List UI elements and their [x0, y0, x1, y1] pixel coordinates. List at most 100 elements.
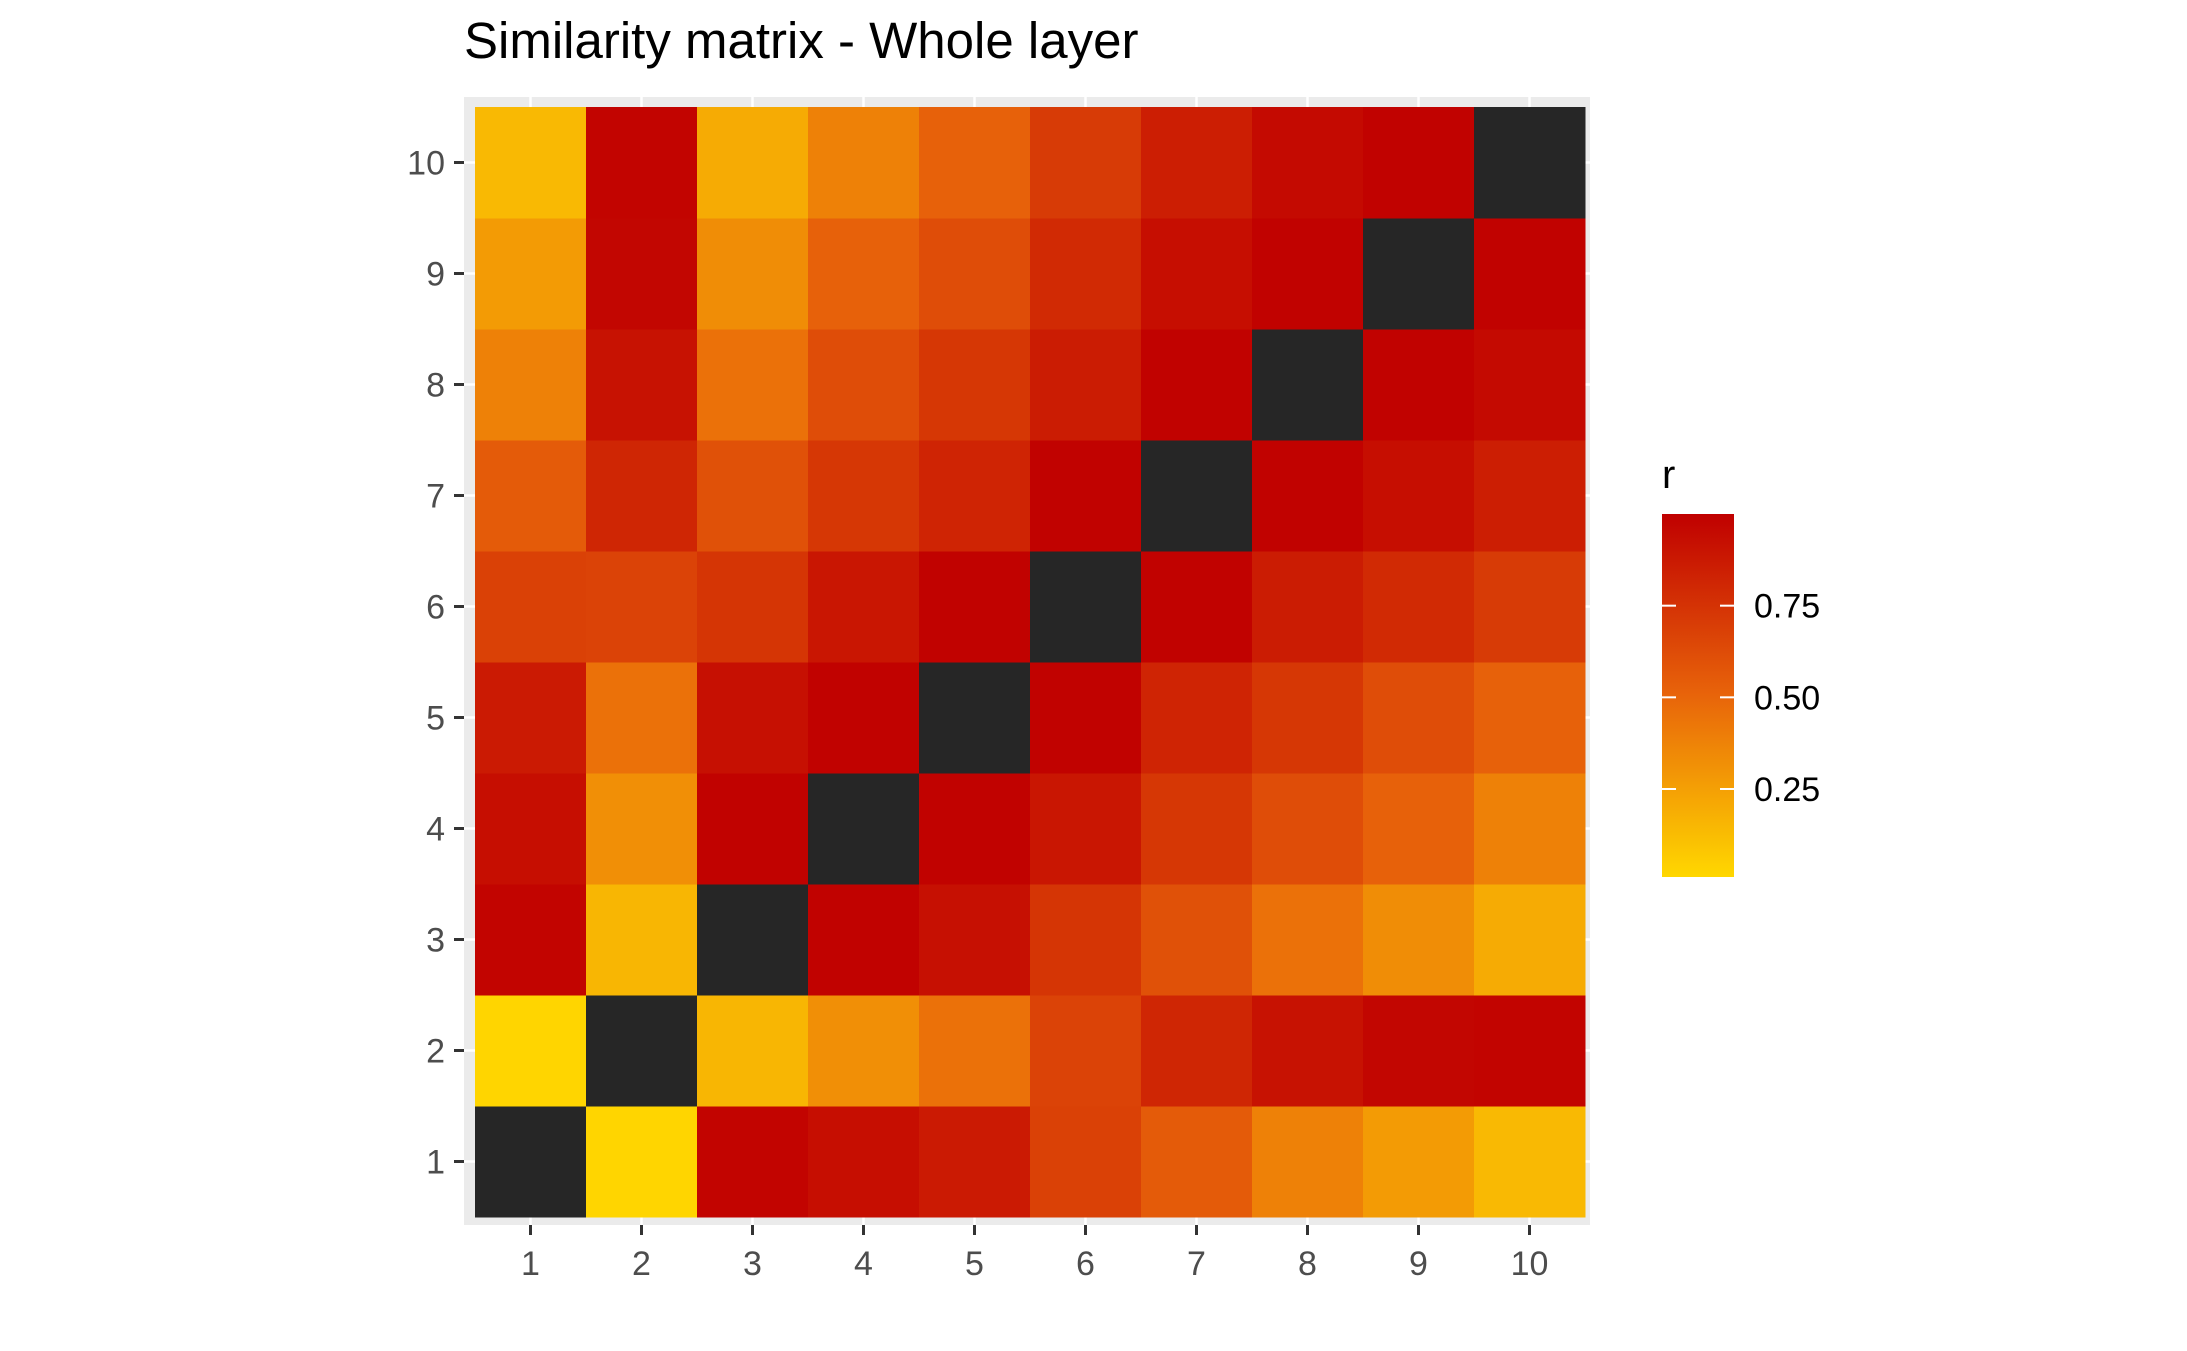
heatmap-tile	[1474, 218, 1586, 330]
heatmap-tile	[1030, 1106, 1142, 1218]
x-tick-label: 6	[1076, 1245, 1095, 1283]
x-tick-label: 5	[965, 1245, 984, 1283]
heatmap-tile	[1252, 218, 1364, 330]
heatmap-tile	[1030, 995, 1142, 1107]
heatmap-tile	[1030, 107, 1142, 219]
heatmap-tile	[1474, 440, 1586, 552]
heatmap-tile	[808, 440, 920, 552]
heatmap-tile	[808, 884, 920, 996]
heatmap-tile	[586, 1106, 698, 1218]
heatmap-tile	[919, 329, 1031, 441]
heatmap-tile	[1252, 662, 1364, 774]
heatmap-tile	[1474, 773, 1586, 885]
y-axis: 1 2 3 4 5 6 7 8 9 10	[407, 145, 464, 1182]
heatmap-tile	[1474, 107, 1586, 219]
heatmap-tile	[808, 1106, 920, 1218]
x-tick-label: 10	[1511, 1245, 1549, 1283]
heatmap-tile	[1030, 218, 1142, 330]
heatmap-tile	[1363, 551, 1475, 663]
heatmap-tile	[1252, 440, 1364, 552]
heatmap-tile	[919, 218, 1031, 330]
heatmap-tile	[1141, 107, 1253, 219]
y-tick-label: 1	[426, 1144, 445, 1182]
heatmap-tile	[697, 773, 809, 885]
x-tick-label: 1	[521, 1245, 540, 1283]
heatmap-tile	[1252, 551, 1364, 663]
heatmap-tile	[586, 773, 698, 885]
heatmap-tile	[1363, 1106, 1475, 1218]
heatmap-tile	[1141, 218, 1253, 330]
heatmap-tile	[919, 995, 1031, 1107]
legend-colorbar	[1662, 514, 1734, 877]
x-tick-label: 4	[854, 1245, 873, 1283]
heatmap-tile	[919, 107, 1031, 219]
heatmap-tile	[1252, 329, 1364, 441]
legend-ticks: 0.25 0.50 0.75	[1662, 588, 1820, 809]
heatmap-tile	[586, 884, 698, 996]
heatmap-tile	[697, 218, 809, 330]
heatmap-tile	[697, 662, 809, 774]
heatmap-tile	[1030, 440, 1142, 552]
heatmap-tile	[1252, 995, 1364, 1107]
heatmap-tile	[697, 995, 809, 1107]
heatmap-tile	[808, 773, 920, 885]
y-tick-label: 7	[426, 478, 445, 516]
heatmap-tile	[475, 440, 587, 552]
heatmap-tile	[919, 440, 1031, 552]
heatmap-tile	[1252, 773, 1364, 885]
heatmap-tile	[1141, 884, 1253, 996]
heatmap-tile	[1252, 884, 1364, 996]
heatmap-tile	[1474, 1106, 1586, 1218]
y-tick-label: 3	[426, 922, 445, 960]
y-tick-label: 2	[426, 1033, 445, 1071]
heatmap-tile	[1474, 884, 1586, 996]
x-axis: 1 2 3 4 5 6 7 8 9 10	[521, 1225, 1548, 1283]
heatmap-tile	[1363, 995, 1475, 1107]
heatmap-tile	[475, 662, 587, 774]
heatmap-tile	[475, 107, 587, 219]
heatmap-tile	[475, 551, 587, 663]
heatmap-tile	[1363, 662, 1475, 774]
heatmap-tile	[697, 551, 809, 663]
heatmap-tile	[919, 773, 1031, 885]
heatmap-tile	[475, 1106, 587, 1218]
heatmap-tile	[919, 1106, 1031, 1218]
heatmap-tile	[1030, 329, 1142, 441]
heatmap-tiles	[475, 107, 1586, 1218]
heatmap-tile	[586, 662, 698, 774]
y-tick-label: 6	[426, 589, 445, 627]
heatmap-tile	[1030, 662, 1142, 774]
heatmap-tile	[808, 551, 920, 663]
heatmap-tile	[586, 995, 698, 1107]
x-tick-label: 9	[1409, 1245, 1428, 1283]
heatmap-tile	[1474, 551, 1586, 663]
chart-title: Similarity matrix - Whole layer	[464, 12, 1138, 69]
heatmap-tile	[586, 107, 698, 219]
heatmap-tile	[1252, 107, 1364, 219]
heatmap-tile	[475, 773, 587, 885]
heatmap-tile	[1363, 773, 1475, 885]
heatmap-tile	[808, 329, 920, 441]
heatmap-tile	[808, 995, 920, 1107]
heatmap-tile	[919, 662, 1031, 774]
legend-tick-label: 0.75	[1754, 588, 1820, 626]
heatmap-tile	[1141, 773, 1253, 885]
heatmap-tile	[1363, 218, 1475, 330]
x-tick-label: 7	[1187, 1245, 1206, 1283]
heatmap-tile	[697, 1106, 809, 1218]
heatmap-tile	[808, 107, 920, 219]
y-tick-label: 5	[426, 700, 445, 738]
heatmap-tile	[1474, 329, 1586, 441]
y-tick-label: 9	[426, 256, 445, 294]
heatmap-tile	[1141, 995, 1253, 1107]
heatmap-tile	[1030, 773, 1142, 885]
heatmap-tile	[919, 884, 1031, 996]
heatmap-tile	[475, 884, 587, 996]
heatmap-tile	[1141, 329, 1253, 441]
heatmap-tile	[1474, 995, 1586, 1107]
heatmap-tile	[475, 218, 587, 330]
y-tick-label: 8	[426, 367, 445, 405]
heatmap-tile	[586, 218, 698, 330]
heatmap-tile	[1030, 884, 1142, 996]
heatmap-tile	[1474, 662, 1586, 774]
